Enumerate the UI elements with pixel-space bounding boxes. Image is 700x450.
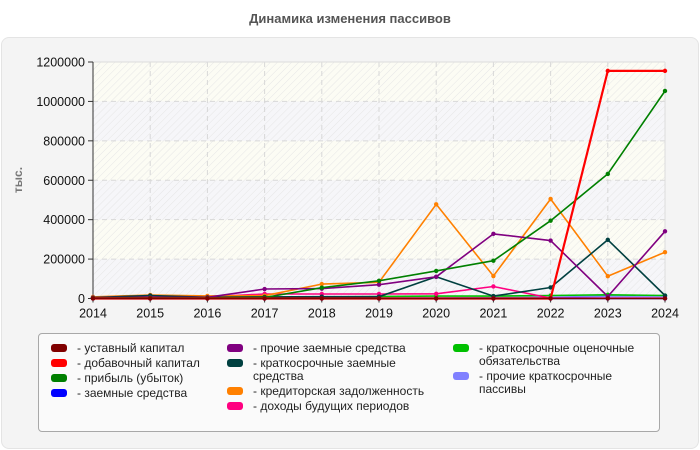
y-tick-label: 400000 <box>43 213 85 227</box>
data-point <box>434 202 439 207</box>
data-point <box>205 296 210 301</box>
legend-item: - кредиторская задолженность <box>215 385 445 398</box>
x-tick-label: 2020 <box>422 307 450 321</box>
data-point <box>434 291 439 296</box>
x-tick-label: 2019 <box>365 307 393 321</box>
y-tick-label: 800000 <box>43 134 85 148</box>
legend-item: - доходы будущих периодов <box>215 400 445 413</box>
x-tick-label: 2022 <box>537 307 565 321</box>
legend-swatch-icon <box>51 389 67 397</box>
legend-label: - прочие заемные средства <box>253 341 406 355</box>
legend-label: - краткосрочные оценочные обязательства <box>479 341 635 368</box>
legend-label: - доходы будущих периодов <box>253 399 410 413</box>
data-point <box>491 273 496 279</box>
data-point <box>662 68 668 74</box>
legend-label: - кредиторская задолженность <box>253 384 425 398</box>
data-point <box>548 218 553 223</box>
legend-label: - прибыль (убыток) <box>77 371 184 385</box>
x-tick-label: 2023 <box>594 307 622 321</box>
data-point <box>376 282 382 287</box>
data-point <box>662 296 668 301</box>
y-tick-label: 1000000 <box>36 95 85 109</box>
x-tick-label: 2017 <box>251 307 279 321</box>
data-point <box>605 274 610 279</box>
data-point <box>605 296 610 301</box>
data-point <box>662 88 668 94</box>
legend-item: - краткосрочные заемные средства <box>215 357 413 383</box>
data-point <box>491 231 496 237</box>
legend-item: - заемные средства <box>39 387 224 400</box>
data-point <box>548 196 553 202</box>
legend: - уставный капитал - добавочный капитал … <box>38 333 660 432</box>
data-point <box>319 281 324 287</box>
legend-swatch-icon <box>453 344 469 352</box>
legend-column-3: - краткосрочные оценочные обязательства … <box>441 342 651 398</box>
legend-swatch-icon <box>51 374 67 382</box>
data-point <box>605 68 610 74</box>
legend-swatch-icon <box>227 344 243 352</box>
legend-label: - прочие краткосрочные пассивы <box>479 369 613 396</box>
x-tick-label: 2021 <box>479 307 507 321</box>
legend-item: - краткосрочные оценочные обязательства <box>441 342 649 368</box>
data-point <box>662 229 668 234</box>
data-point <box>548 238 553 243</box>
y-tick-label: 1200000 <box>36 56 85 70</box>
legend-label: - добавочный капитал <box>77 356 200 370</box>
legend-label: - уставный капитал <box>77 341 185 355</box>
legend-item: - прочие заемные средства <box>215 342 445 355</box>
y-tick-label: 200000 <box>43 253 85 267</box>
data-point <box>90 296 96 301</box>
chart-title: Динамика изменения пассивов <box>249 11 451 26</box>
data-point <box>434 296 439 301</box>
x-tick-label: 2024 <box>651 307 679 321</box>
legend-swatch-icon <box>227 402 243 410</box>
legend-column-2: - прочие заемные средства - краткосрочны… <box>215 342 445 415</box>
data-point <box>319 296 324 301</box>
data-point <box>605 237 610 242</box>
data-point <box>434 268 439 274</box>
legend-item: - добавочный капитал <box>39 357 224 370</box>
legend-label: - заемные средства <box>77 386 188 400</box>
data-point <box>491 296 496 301</box>
x-tick-label: 2014 <box>79 307 107 321</box>
y-axis-title: тыс. <box>11 167 25 193</box>
data-point <box>548 296 553 301</box>
data-point <box>262 286 267 292</box>
y-axis-label: тыс. <box>11 167 25 193</box>
legend-swatch-icon <box>453 372 469 380</box>
data-point <box>376 296 382 301</box>
data-point <box>319 285 324 290</box>
series-lines <box>90 68 668 301</box>
legend-swatch-icon <box>51 344 67 352</box>
legend-swatch-icon <box>227 359 243 367</box>
data-point <box>434 274 439 280</box>
legend-swatch-icon <box>227 387 243 395</box>
axes: 0 200000 400000 600000 800000 1000000 1200000 2… <box>36 56 679 321</box>
data-point <box>605 171 610 177</box>
legend-swatch-icon <box>51 359 67 367</box>
legend-item: - прибыль (убыток) <box>39 372 224 385</box>
y-tick-label: 600000 <box>43 174 85 188</box>
legend-item: - уставный капитал <box>39 342 224 355</box>
x-tick-label: 2016 <box>193 307 221 321</box>
data-point <box>491 284 496 289</box>
data-point <box>491 258 496 263</box>
legend-label: - краткосрочные заемные средства <box>253 356 396 383</box>
x-tick-label: 2015 <box>136 307 164 321</box>
data-point <box>148 296 153 301</box>
y-tick-label: 0 <box>78 292 85 306</box>
legend-column-1: - уставный капитал - добавочный капитал … <box>39 342 224 402</box>
data-point <box>548 285 553 290</box>
gridlines <box>93 61 666 299</box>
x-tick-label: 2018 <box>308 307 336 321</box>
legend-item: - прочие краткосрочные пассивы <box>441 370 619 396</box>
data-point <box>376 278 382 283</box>
data-point <box>662 249 668 255</box>
data-point <box>262 296 267 301</box>
